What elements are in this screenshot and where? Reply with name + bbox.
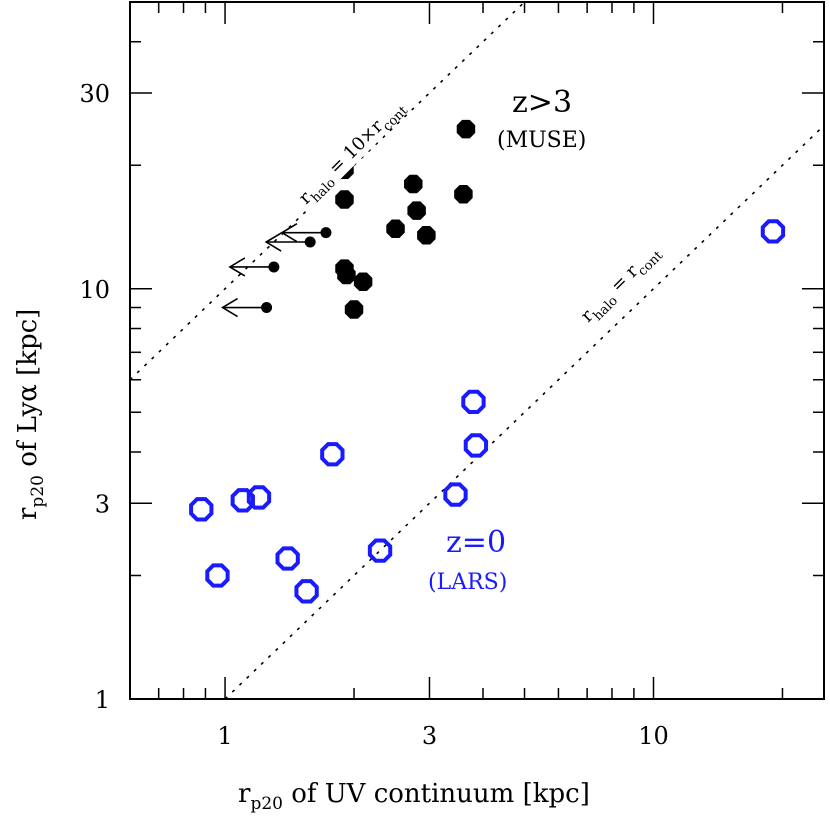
line-label-10x-eq: = 10×r [321,116,388,183]
upper-limit-arrow-head [228,257,246,277]
data-points [189,119,786,604]
muse-point [344,300,364,319]
upper-limit-arrow-head [221,297,238,318]
annotation-lars-redshift: z=0 [446,525,506,560]
y-axis-label: rp20 of Lyα [kpc] [13,309,48,520]
lars-point [294,579,319,604]
lars-point [189,497,214,522]
x-axis-label-sub: p20 [250,794,283,814]
x-axis-label: rp20 of UV continuum [kpc] [238,779,590,814]
muse-point [456,119,476,139]
y-axis-label-main: r [13,507,43,520]
reference-line-1 [224,124,825,700]
lars-point [205,563,230,588]
muse-point [353,272,373,291]
x-tick-label: 3 [422,722,437,750]
x-tick-label: 1 [217,722,232,750]
line-label-1x-bg [572,207,696,331]
svg-text:rhalo = rcont: rhalo = rcont [577,240,667,330]
lars-point [463,433,489,458]
muse-point [335,190,354,209]
y-axis-label-rest: of Lyα [kpc] [13,309,43,475]
lars-point [461,389,486,415]
lars-point [230,488,255,513]
plot-frame [129,1,825,700]
annotation-muse-redshift: z>3 [512,85,572,120]
lars-point [320,442,345,467]
lars-point [367,538,393,563]
line-label-10x-bg [290,67,435,213]
y-tick-label: 1 [95,686,110,714]
annotation-lars-name: (LARS) [428,570,507,595]
upper-limit-arrow-head [280,222,298,243]
muse-point [337,265,356,285]
reference-line-0 [129,1,526,381]
annotation-muse-name: (MUSE) [497,128,586,153]
y-tick-label: 10 [79,276,110,304]
lars-point [443,482,468,507]
axis-ticks: 1 3 10 1 3 10 30 [79,2,824,750]
svg-text:rhalo = 10×rcont: rhalo = 10×rcont [295,95,412,212]
y-tick-label: 3 [95,490,110,518]
y-axis-label-sub: p20 [28,475,48,508]
svg-text:rp20 of Lyα [kpc]: rp20 of Lyα [kpc] [13,309,48,520]
muse-point [407,201,426,220]
upper-limit-arrow-head [264,232,282,252]
muse-point [454,184,473,204]
muse-point [386,219,405,239]
reference-lines [129,1,825,700]
x-axis-label-main: r [238,779,251,809]
muse-point [404,174,423,194]
lars-point [760,219,786,244]
lars-point [246,485,272,510]
y-tick-label: 30 [79,80,110,108]
lars-point [275,546,300,571]
line-label-1x: rhalo = rcont [572,207,696,331]
x-tick-label: 10 [638,722,669,750]
x-axis-label-rest: of UV continuum [kpc] [283,779,590,809]
muse-point [417,226,436,245]
